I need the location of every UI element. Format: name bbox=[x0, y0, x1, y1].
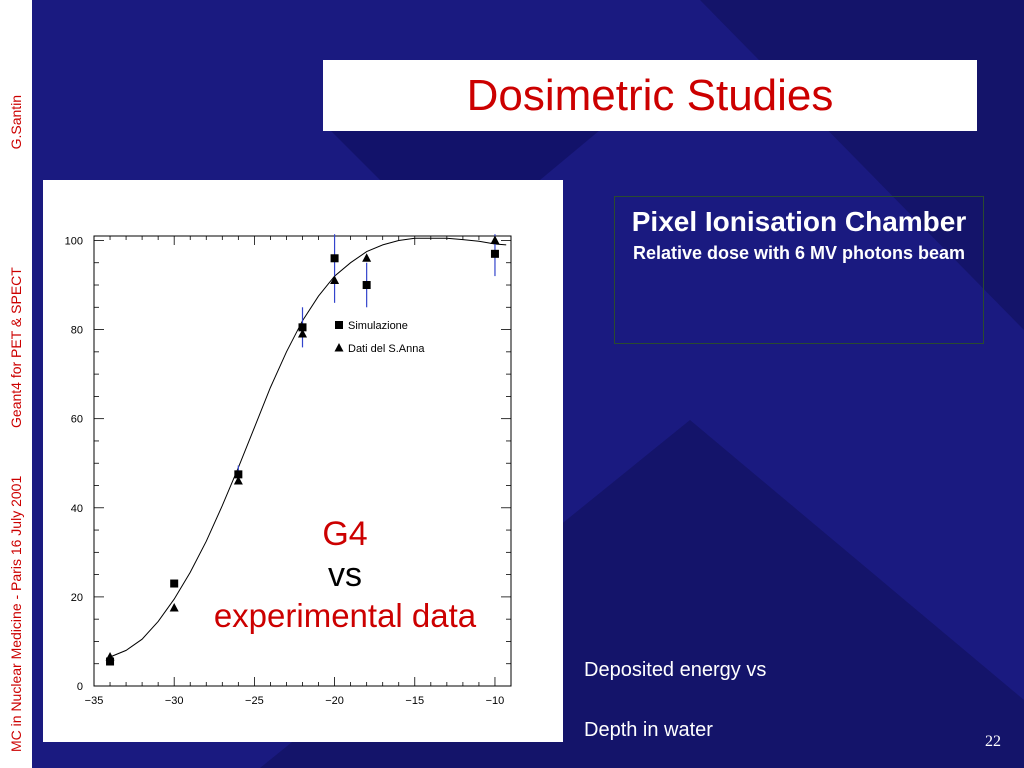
title-box: Dosimetric Studies bbox=[323, 60, 977, 131]
info-subheading: Relative dose with 6 MV photons beam bbox=[632, 243, 966, 263]
x-tick-label: −35 bbox=[85, 695, 104, 707]
sidebar-footer-text: MC in Nuclear Medicine - Paris 16 July 2… bbox=[8, 16, 24, 752]
y-tick-label: 40 bbox=[71, 503, 83, 515]
point-simulazione bbox=[490, 249, 499, 258]
fit-curve bbox=[109, 237, 507, 658]
point-dati-santanna bbox=[330, 275, 340, 285]
legend-marker-triangle bbox=[334, 343, 344, 352]
point-dati-santanna bbox=[169, 603, 179, 612]
point-simulazione bbox=[106, 657, 115, 666]
y-tick-label: 100 bbox=[65, 235, 83, 247]
footer-talk: Geant4 for PET & SPECT bbox=[8, 267, 24, 428]
info-heading: Pixel Ionisation Chamber bbox=[631, 206, 967, 237]
y-tick-label: 0 bbox=[77, 681, 83, 693]
point-simulazione bbox=[298, 323, 307, 332]
x-tick-label: −10 bbox=[486, 695, 505, 707]
x-tick-label: −20 bbox=[325, 695, 344, 707]
caption-line-1: Deposited energy vs bbox=[584, 659, 767, 681]
caption-line-2: Depth in water bbox=[584, 719, 713, 741]
overlay-g4: G4 bbox=[322, 515, 368, 553]
chart-panel: −35 −30 −25 −20 −15 −10 0 20 40 60 80 100 Simulazion… bbox=[43, 180, 563, 742]
y-tick-label: 80 bbox=[71, 325, 83, 337]
footer-event: MC in Nuclear Medicine - Paris 16 July 2… bbox=[8, 475, 24, 752]
sidebar-footer: MC in Nuclear Medicine - Paris 16 July 2… bbox=[0, 0, 32, 768]
legend-label: Simulazione bbox=[348, 320, 408, 332]
point-dati-santanna bbox=[362, 253, 372, 262]
point-simulazione bbox=[362, 281, 371, 290]
y-tick-label: 60 bbox=[71, 414, 83, 426]
chart-overlay-text: G4 vs experimental data bbox=[180, 512, 510, 638]
overlay-vs: vs bbox=[328, 556, 362, 594]
x-tick-label: −25 bbox=[245, 695, 264, 707]
y-tick-label: 20 bbox=[71, 592, 83, 604]
point-dati-santanna bbox=[298, 329, 307, 338]
point-simulazione bbox=[170, 579, 179, 588]
legend-label: Dati del S.Anna bbox=[348, 343, 425, 355]
dose-chart: −35 −30 −25 −20 −15 −10 0 20 40 60 80 100 Simulazion… bbox=[65, 234, 512, 707]
point-dati-santanna bbox=[490, 235, 500, 244]
x-tick-label: −30 bbox=[165, 695, 184, 707]
x-tick-label: −15 bbox=[405, 695, 424, 707]
footer-author: G.Santin bbox=[8, 94, 24, 150]
point-simulazione bbox=[330, 254, 339, 263]
point-dati-santanna bbox=[233, 476, 243, 485]
page-number: 22 bbox=[985, 733, 1001, 750]
legend-marker-square bbox=[335, 321, 343, 329]
point-simulazione bbox=[234, 470, 243, 479]
info-box: Pixel Ionisation Chamber Relative dose w… bbox=[614, 196, 984, 344]
slide-title: Dosimetric Studies bbox=[466, 70, 834, 120]
point-dati-santanna bbox=[105, 652, 115, 661]
overlay-experimental: experimental data bbox=[213, 597, 477, 634]
